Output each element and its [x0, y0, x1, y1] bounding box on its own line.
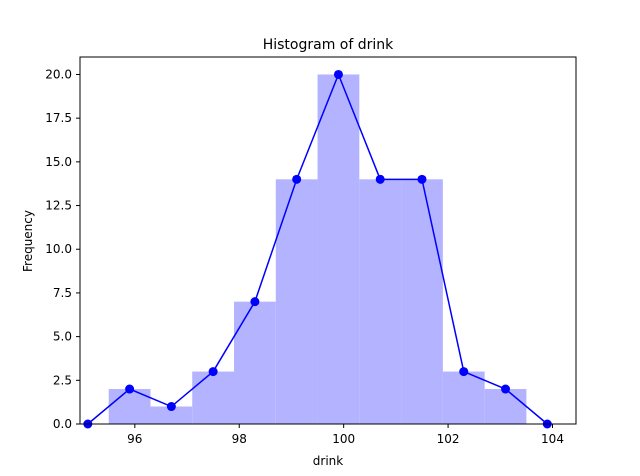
x-tick-label: 98: [232, 432, 247, 446]
histogram-bar: [234, 301, 276, 424]
bar-group: [108, 74, 527, 424]
y-tick-label: 0.0: [53, 417, 72, 431]
data-point: [333, 69, 343, 79]
histogram-bar: [150, 406, 193, 424]
data-point: [208, 367, 218, 377]
y-tick-label: 12.5: [45, 199, 72, 213]
data-point: [459, 367, 469, 377]
y-tick-label: 7.5: [53, 286, 72, 300]
marker-group: [83, 69, 552, 429]
y-tick-label: 5.0: [53, 330, 72, 344]
y-axis-ticks: 0.0 2.5 5.0 7.5 10.0 12.5 15.0 17.5 20.0: [45, 67, 80, 431]
histogram-bar: [108, 389, 151, 424]
y-tick-label: 15.0: [45, 155, 72, 169]
data-point: [375, 174, 385, 184]
y-axis-label: Frequency: [21, 210, 35, 272]
histogram-bar: [401, 179, 443, 424]
y-tick-label: 20.0: [45, 67, 72, 81]
x-tick-label: 100: [332, 432, 355, 446]
x-tick-label: 96: [127, 432, 142, 446]
frequency-line: [87, 72, 548, 425]
histogram-bar: [317, 74, 360, 424]
frequency-polygon: [87, 72, 548, 425]
histogram-bar: [484, 389, 527, 424]
histogram-bar: [192, 371, 235, 424]
x-tick-label: 104: [541, 432, 564, 446]
data-point: [292, 174, 302, 184]
chart-title: Histogram of drink: [263, 37, 394, 53]
data-point: [125, 384, 135, 394]
data-point: [166, 402, 176, 412]
y-tick-label: 2.5: [53, 373, 72, 387]
histogram-bar: [359, 179, 402, 424]
data-point: [250, 297, 260, 307]
data-point: [417, 174, 427, 184]
x-axis-label: drink: [313, 454, 343, 468]
histogram-bar: [275, 179, 318, 424]
y-tick-label: 17.5: [45, 111, 72, 125]
y-tick-label: 10.0: [45, 242, 72, 256]
axes-frame: [79, 56, 577, 425]
data-point: [501, 384, 511, 394]
histogram-bar: [442, 371, 485, 424]
x-axis-ticks: 96 98 100 102 104: [127, 424, 564, 446]
x-tick-label: 102: [437, 432, 460, 446]
